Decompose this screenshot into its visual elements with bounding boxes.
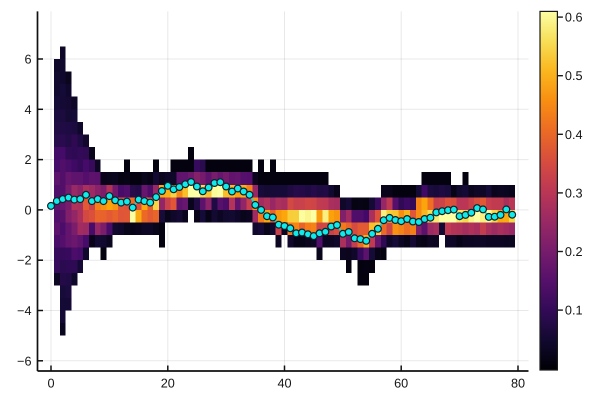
svg-text:0.4: 0.4 [565, 128, 583, 142]
svg-text:−4: −4 [17, 304, 31, 318]
svg-text:0.2: 0.2 [565, 245, 583, 259]
svg-text:−2: −2 [17, 254, 31, 268]
svg-text:2: 2 [24, 153, 31, 167]
svg-text:60: 60 [394, 377, 408, 391]
svg-text:80: 80 [511, 377, 525, 391]
svg-text:0.1: 0.1 [565, 304, 583, 318]
svg-text:0.3: 0.3 [565, 186, 583, 200]
svg-text:0: 0 [24, 203, 31, 217]
svg-text:20: 20 [161, 377, 175, 391]
svg-text:0.5: 0.5 [565, 69, 583, 83]
svg-text:4: 4 [24, 103, 31, 117]
svg-text:−6: −6 [17, 354, 31, 368]
svg-text:6: 6 [24, 53, 31, 67]
svg-text:0: 0 [47, 377, 54, 391]
svg-text:0.6: 0.6 [565, 11, 583, 25]
svg-text:40: 40 [277, 377, 291, 391]
